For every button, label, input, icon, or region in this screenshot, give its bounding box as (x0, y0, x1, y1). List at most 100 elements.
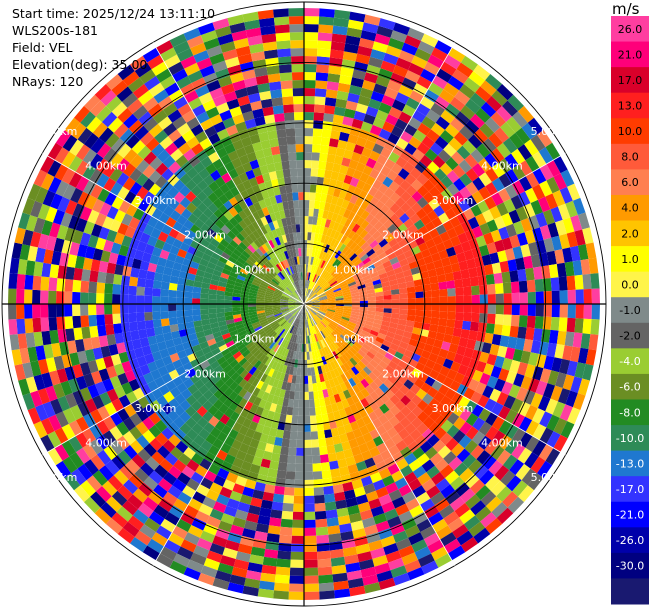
velocity-gate (473, 64, 491, 81)
velocity-gate (364, 260, 374, 268)
velocity-gate (329, 266, 337, 275)
velocity-gate (336, 241, 344, 251)
velocity-gate (309, 272, 313, 281)
velocity-gate (476, 143, 491, 158)
velocity-gate (479, 222, 491, 236)
velocity-gate (426, 129, 440, 143)
velocity-gate (311, 296, 319, 301)
velocity-gate (387, 132, 400, 145)
velocity-gate (398, 314, 408, 321)
velocity-gate (481, 254, 492, 266)
velocity-gate (407, 292, 416, 299)
velocity-gate (513, 373, 525, 388)
velocity-gate (546, 176, 560, 194)
velocity-gate (381, 94, 396, 107)
velocity-gate (455, 304, 464, 313)
velocity-gate (455, 111, 470, 126)
velocity-gate (574, 229, 586, 246)
velocity-gate (365, 285, 375, 291)
velocity-gate (394, 389, 406, 401)
velocity-gate (515, 337, 526, 351)
velocity-gate (491, 177, 505, 192)
velocity-gate (471, 190, 485, 204)
velocity-gate (468, 459, 483, 474)
velocity-gate (304, 152, 312, 161)
velocity-gate (502, 314, 512, 326)
velocity-gate (322, 318, 330, 325)
velocity-gate (383, 308, 392, 314)
velocity-gate (368, 347, 378, 356)
velocity-gate (451, 151, 465, 165)
velocity-gate (489, 252, 500, 265)
velocity-gate (336, 262, 344, 271)
velocity-gate (428, 245, 439, 256)
velocity-gate (351, 304, 360, 307)
velocity-gate (501, 381, 514, 396)
velocity-gate (484, 440, 499, 455)
velocity-gate (417, 399, 429, 412)
velocity-gate (482, 455, 497, 470)
velocity-gate (372, 279, 382, 286)
velocity-gate (591, 288, 600, 304)
velocity-gate (547, 370, 559, 386)
velocity-gate (332, 114, 344, 124)
velocity-gate (322, 283, 330, 290)
velocity-gate (453, 131, 468, 146)
velocity-gate (440, 188, 453, 201)
velocity-gate (567, 304, 576, 319)
velocity-gate (440, 419, 454, 433)
velocity-gate (440, 175, 454, 189)
velocity-gate (337, 139, 348, 150)
velocity-gate (317, 168, 326, 178)
velocity-gate (338, 280, 347, 286)
velocity-gate (382, 176, 394, 188)
velocity-gate (502, 491, 518, 508)
velocity-gate (383, 378, 394, 389)
velocity-gate (417, 122, 431, 136)
velocity-gate (437, 149, 452, 163)
velocity-gate (535, 353, 547, 369)
velocity-gate (371, 326, 381, 333)
velocity-gate (330, 238, 337, 247)
velocity-gate (352, 69, 367, 80)
velocity-gate (322, 271, 330, 280)
velocity-gate (407, 224, 419, 235)
velocity-gate (409, 90, 424, 104)
velocity-gate (321, 129, 332, 139)
velocity-gate (408, 62, 424, 76)
velocity-gate (394, 233, 405, 243)
velocity-gate (347, 92, 360, 104)
velocity-gate (356, 321, 365, 327)
velocity-gate (502, 282, 512, 294)
velocity-gate (527, 473, 544, 491)
velocity-gate (398, 50, 415, 63)
velocity-gate (304, 64, 317, 73)
velocity-gate (304, 296, 307, 304)
velocity-gate (521, 468, 537, 486)
velocity-gate (351, 309, 360, 313)
velocity-gate (523, 339, 534, 353)
velocity-gate (372, 143, 384, 155)
velocity-gate (556, 330, 567, 346)
velocity-gate (504, 439, 519, 455)
velocity-gate (318, 16, 335, 26)
velocity-gate (365, 203, 375, 214)
velocity-gate (365, 317, 375, 323)
velocity-gate (357, 349, 367, 358)
velocity-gate (310, 282, 315, 290)
velocity-gate (315, 225, 321, 234)
velocity-gate (315, 72, 329, 82)
velocity-gate (471, 163, 486, 177)
velocity-gate (422, 203, 434, 215)
velocity-gate (322, 177, 331, 187)
velocity-gate (502, 454, 518, 471)
velocity-gate (478, 435, 492, 450)
velocity-gate (346, 167, 356, 177)
velocity-gate (535, 212, 548, 228)
velocity-gate (452, 69, 469, 84)
velocity-gate (391, 294, 400, 300)
velocity-gate (331, 318, 340, 324)
velocity-gate (430, 282, 440, 291)
velocity-gate (408, 136, 422, 149)
